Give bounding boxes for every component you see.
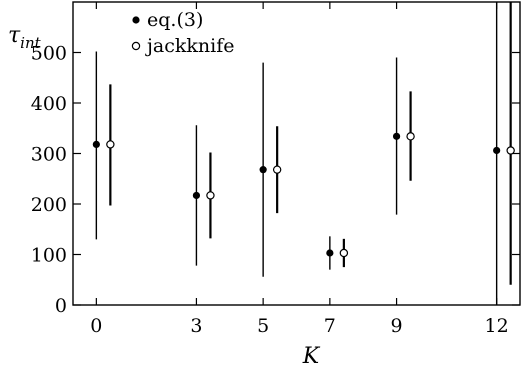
axis-ticks — [73, 2, 520, 306]
x-tick-label: 9 — [391, 315, 403, 337]
series-eq3 — [92, 2, 501, 305]
x-tick-label: 0 — [90, 315, 102, 337]
data-point-filled — [326, 249, 334, 257]
x-tick-label: 5 — [257, 315, 269, 337]
plot-border — [72, 1, 521, 306]
legend: eq.(3) jackknife — [131, 9, 234, 57]
y-tick-label: 400 — [31, 93, 67, 115]
y-axis-label: τint — [8, 23, 42, 52]
data-point-open — [406, 132, 415, 141]
y-axis-label-main: τ — [8, 23, 21, 48]
data-point-filled — [192, 191, 201, 200]
data-point-filled — [92, 140, 100, 149]
legend-label-eq3: eq.(3) — [147, 9, 203, 31]
data-point-filled — [392, 132, 401, 140]
y-tick-label: 0 — [55, 295, 67, 317]
legend-label-jackknife: jackknife — [145, 35, 234, 57]
data-point-open — [339, 248, 349, 258]
data-point-filled — [259, 166, 267, 174]
data-point-open — [206, 191, 215, 200]
data-point-open — [506, 146, 515, 155]
data-point-open — [272, 165, 282, 174]
series-jackknife — [106, 2, 515, 285]
plot-frame — [72, 1, 521, 306]
y-tick-label: 300 — [31, 144, 67, 166]
legend-marker-eq3 — [132, 16, 140, 24]
y-tick-label: 500 — [31, 43, 67, 65]
x-axis-label: K — [302, 344, 321, 369]
y-tick-label: 200 — [31, 194, 67, 216]
x-tick-label: 7 — [324, 315, 336, 337]
y-axis-label-subscript: int — [20, 34, 41, 52]
y-tick-labels: 0 100 200 300 400 500 — [31, 43, 67, 318]
data-points — [92, 2, 515, 305]
x-tick-label: 12 — [485, 315, 509, 337]
y-tick-label: 100 — [31, 245, 67, 267]
legend-marker-jackknife — [131, 41, 141, 51]
data-point-filled — [493, 146, 501, 155]
data-point-open — [106, 140, 115, 149]
x-tick-label: 3 — [190, 315, 202, 337]
x-tick-labels: 0 3 5 7 9 12 — [90, 315, 508, 337]
